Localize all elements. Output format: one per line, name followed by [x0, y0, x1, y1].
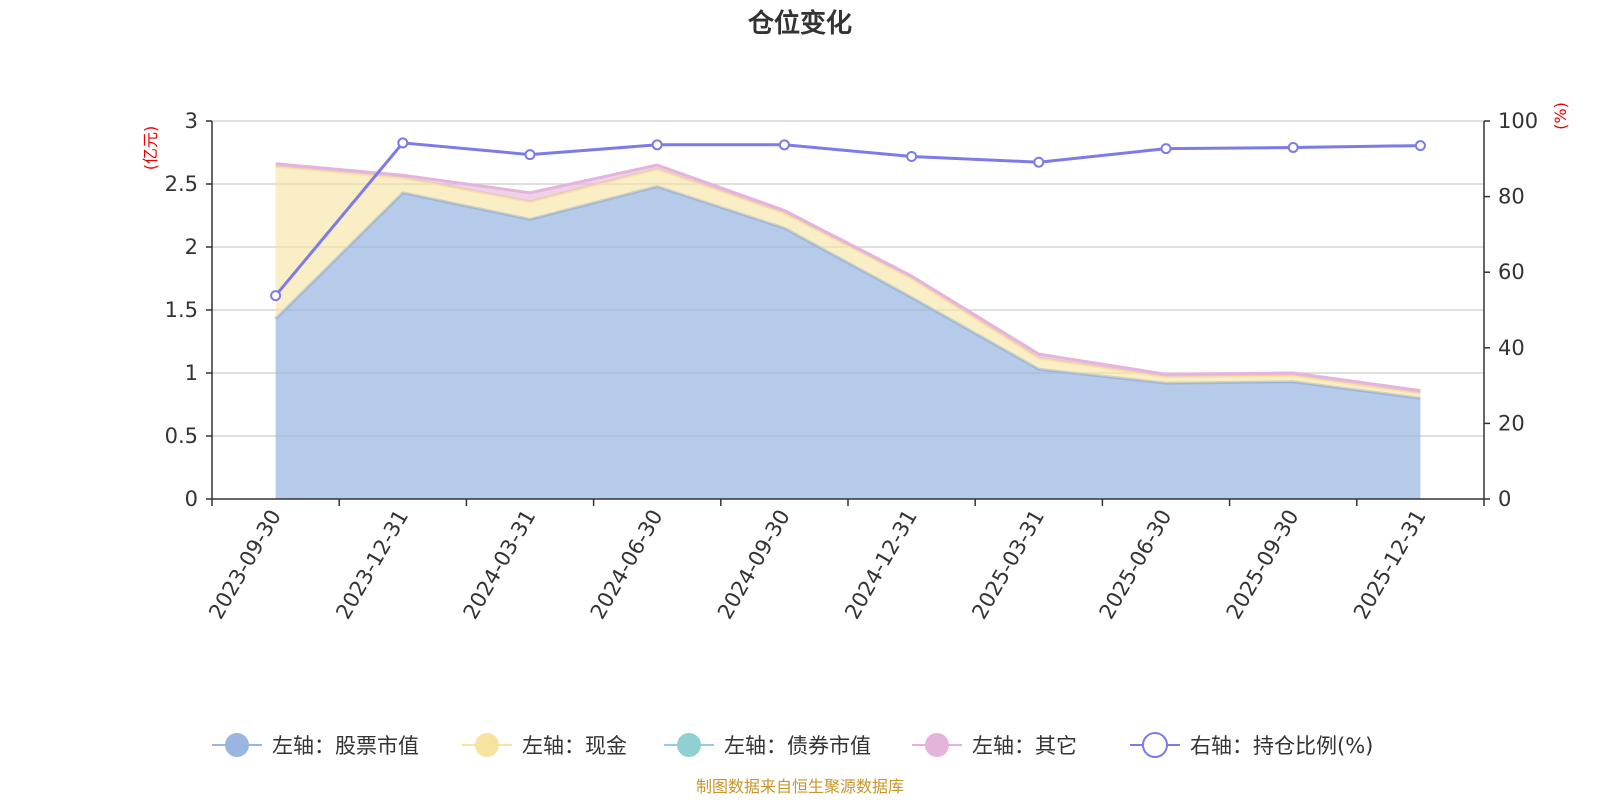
left-axis-tick-label: 0.5: [165, 424, 198, 448]
legend-label: 左轴：债券市值: [724, 734, 871, 758]
chart-title: 仓位变化: [747, 8, 852, 39]
left-axis-tick-label: 0: [185, 487, 198, 511]
position-ratio-line: [270, 137, 1426, 302]
x-axis-tick-label: 2024-06-30: [586, 506, 668, 624]
left-axis-tick-label: 1: [185, 361, 198, 385]
ratio-point[interactable]: [1414, 140, 1426, 152]
data-source-note: 制图数据来自恒生聚源数据库: [696, 777, 904, 796]
right-axis-tick-label: 40: [1498, 336, 1525, 360]
x-axis-tick-label: 2024-03-31: [459, 506, 541, 624]
legend-label: 右轴：持仓比例(%): [1190, 734, 1373, 758]
legend-item-3[interactable]: 左轴：其它: [912, 733, 1077, 758]
left-axis-tick-label: 1.5: [165, 298, 198, 322]
area-1: [275, 166, 1421, 399]
x-axis-tick-label: 2023-09-30: [204, 506, 286, 624]
left-axis-tick-label: 3: [185, 109, 198, 133]
area-0: [275, 186, 1421, 499]
ratio-point[interactable]: [651, 139, 663, 151]
legend-label: 左轴：现金: [522, 734, 627, 758]
right-axis-tick-label: 0: [1498, 487, 1511, 511]
right-axis-tick-label: 20: [1498, 411, 1525, 435]
right-axis-unit: (%): [1551, 102, 1570, 130]
ratio-point[interactable]: [778, 139, 790, 151]
x-axis-tick-label: 2024-09-30: [713, 506, 795, 624]
legend-item-1[interactable]: 左轴：现金: [462, 733, 627, 758]
legend[interactable]: 左轴：股票市值 左轴：现金 左轴：债券市值 左轴：其它 右轴：持仓比例(%): [212, 732, 1373, 758]
x-axis-tick-label: 2024-12-31: [840, 506, 922, 624]
right-axis-tick-label: 80: [1498, 185, 1525, 209]
x-axis-tick-label: 2023-12-31: [331, 506, 413, 624]
ratio-point[interactable]: [1287, 141, 1299, 153]
ratio-point[interactable]: [1033, 156, 1045, 168]
ratio-point[interactable]: [524, 149, 536, 161]
ratio-line: [274, 141, 1421, 297]
legend-marker: [475, 733, 499, 757]
legend-item-2[interactable]: 左轴：债券市值: [664, 733, 871, 758]
legend-item-4[interactable]: 右轴：持仓比例(%): [1130, 732, 1373, 758]
right-axis-tick-label: 100: [1498, 109, 1538, 133]
left-axis-unit: (亿元): [141, 126, 160, 171]
x-axis-tick-label: 2025-06-30: [1095, 506, 1177, 624]
ratio-point[interactable]: [270, 290, 282, 302]
right-axis-tick-label: 60: [1498, 260, 1525, 284]
legend-item-0[interactable]: 左轴：股票市值: [212, 733, 419, 758]
legend-marker: [1142, 732, 1168, 758]
x-axis-tick-label: 2025-03-31: [967, 506, 1049, 624]
legend-marker: [225, 733, 249, 757]
legend-label: 左轴：其它: [972, 734, 1077, 758]
x-axis-tick-label: 2025-09-30: [1222, 506, 1304, 624]
legend-label: 左轴：股票市值: [272, 734, 419, 758]
x-axis-tick-label: 2025-12-31: [1349, 506, 1431, 624]
legend-marker: [677, 733, 701, 757]
area-series: [274, 162, 1421, 499]
area-edge-3: [275, 162, 1421, 393]
ratio-point[interactable]: [397, 137, 409, 149]
ratio-point[interactable]: [906, 151, 918, 163]
ratio-point[interactable]: [1160, 143, 1172, 155]
left-axis-tick-label: 2: [185, 235, 198, 259]
left-axis-tick-label: 2.5: [165, 172, 198, 196]
legend-marker: [925, 733, 949, 757]
